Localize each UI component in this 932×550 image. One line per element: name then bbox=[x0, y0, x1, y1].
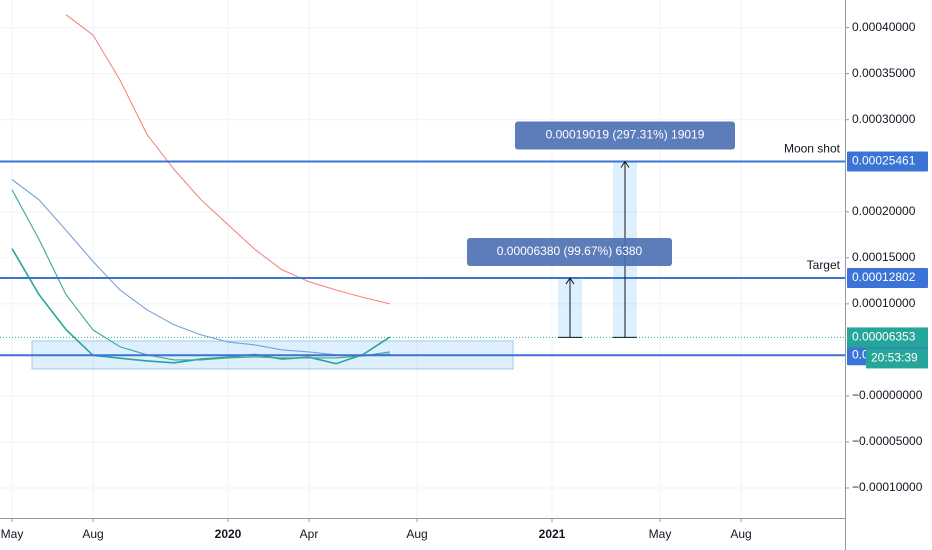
series-line bbox=[11, 189, 391, 361]
measure-label-box bbox=[515, 121, 735, 150]
overlay: Moon shot Target 0.00019019 (297.31%) 1901… bbox=[0, 121, 845, 357]
axes: 0.00040000 0.00035000 0.00030000 0.00020000… bbox=[1, 20, 928, 541]
measure-arrow-head bbox=[565, 277, 575, 285]
measure-label-box bbox=[467, 238, 672, 267]
grid bbox=[0, 0, 845, 518]
current-price-box bbox=[847, 327, 928, 348]
level-price-label: 0.00025461 bbox=[852, 154, 916, 168]
x-tick-label: May bbox=[649, 527, 672, 541]
x-tick-label: May bbox=[1, 527, 24, 541]
y-tick-label: 0.00040000 bbox=[852, 20, 916, 34]
x-tick-label: 2021 bbox=[539, 527, 566, 541]
countdown-box bbox=[866, 348, 928, 369]
countdown-label: 20:53:39 bbox=[871, 351, 918, 365]
x-tick-label: Apr bbox=[300, 527, 319, 541]
y-tick-label: 0.00015000 bbox=[852, 250, 916, 264]
y-tick-label: −0.00000000 bbox=[852, 388, 923, 402]
level-price-label: 0.00012802 bbox=[852, 270, 916, 284]
y-tick-label: 0.00010000 bbox=[852, 296, 916, 310]
level-price-box bbox=[847, 151, 928, 172]
y-tick-label: −0.00005000 bbox=[852, 434, 923, 448]
y-tick-label: 0.00020000 bbox=[852, 204, 916, 218]
plot bbox=[11, 14, 391, 365]
series-line bbox=[11, 179, 391, 357]
x-tick-label: 2020 bbox=[215, 527, 242, 541]
measure-label: 0.00006380 (99.67%) 6380 bbox=[497, 244, 643, 258]
level-label: Target bbox=[807, 258, 841, 272]
y-tick-label: 0.00035000 bbox=[852, 66, 916, 80]
level-price-box bbox=[847, 268, 928, 289]
current-price-label: 0.00006353 bbox=[852, 330, 916, 344]
measure-label: 0.00019019 (297.31%) 19019 bbox=[546, 128, 705, 142]
x-tick-label: Aug bbox=[406, 527, 427, 541]
series-line bbox=[11, 248, 391, 365]
series-line bbox=[65, 14, 391, 305]
y-tick-label: 0.00030000 bbox=[852, 112, 916, 126]
level-label: Moon shot bbox=[784, 142, 841, 156]
measure-arrow-head bbox=[620, 160, 630, 168]
x-tick-label: Aug bbox=[82, 527, 103, 541]
x-tick-label: Aug bbox=[730, 527, 751, 541]
y-tick-label: −0.00010000 bbox=[852, 480, 923, 494]
